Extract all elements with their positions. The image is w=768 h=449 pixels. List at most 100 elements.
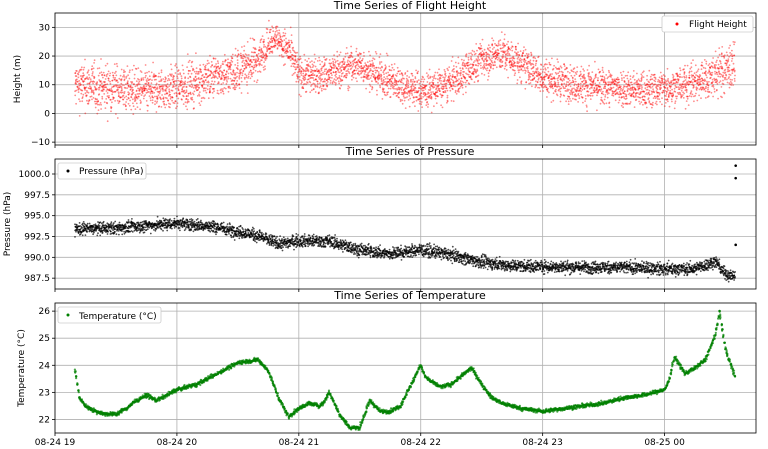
data-point bbox=[204, 68, 207, 71]
data-point bbox=[520, 68, 523, 71]
data-point bbox=[627, 81, 630, 83]
data-point bbox=[95, 98, 97, 101]
data-point bbox=[92, 67, 95, 70]
data-point bbox=[657, 95, 660, 98]
data-point bbox=[212, 83, 215, 85]
data-point bbox=[279, 36, 282, 38]
data-point bbox=[411, 94, 414, 96]
data-point bbox=[187, 98, 189, 101]
data-point bbox=[661, 91, 664, 94]
data-point bbox=[448, 66, 451, 68]
data-point bbox=[536, 67, 539, 69]
data-point bbox=[216, 71, 219, 74]
data-point bbox=[143, 95, 146, 97]
data-point bbox=[142, 97, 145, 100]
data-point bbox=[198, 70, 201, 73]
data-point bbox=[292, 46, 295, 49]
data-point bbox=[81, 97, 84, 100]
data-point bbox=[569, 85, 572, 88]
data-point bbox=[437, 78, 439, 81]
data-point bbox=[496, 54, 499, 57]
data-point bbox=[729, 74, 732, 76]
data-point bbox=[665, 80, 668, 83]
data-point bbox=[92, 91, 94, 93]
data-point bbox=[620, 87, 623, 90]
data-point bbox=[193, 107, 195, 110]
data-point bbox=[368, 50, 370, 53]
data-point bbox=[300, 74, 303, 76]
data-point bbox=[450, 78, 453, 81]
data-point bbox=[658, 98, 661, 100]
data-point bbox=[386, 93, 389, 96]
data-point bbox=[80, 83, 82, 86]
data-point bbox=[668, 105, 671, 108]
data-point bbox=[213, 74, 215, 77]
data-point bbox=[410, 81, 412, 83]
data-point bbox=[319, 85, 322, 88]
data-point bbox=[189, 92, 192, 95]
data-point bbox=[429, 75, 432, 78]
data-point bbox=[403, 91, 406, 93]
data-point bbox=[142, 78, 145, 81]
data-point bbox=[172, 78, 175, 80]
data-point bbox=[674, 78, 677, 81]
data-point bbox=[129, 89, 132, 91]
data-point bbox=[253, 51, 256, 54]
data-point bbox=[551, 73, 553, 75]
data-point bbox=[352, 76, 355, 79]
data-point bbox=[195, 87, 197, 90]
y-tick-label: −10 bbox=[31, 138, 50, 148]
data-point bbox=[148, 84, 150, 87]
data-point bbox=[118, 221, 121, 224]
data-point bbox=[521, 58, 523, 61]
data-point bbox=[708, 80, 710, 83]
data-point bbox=[278, 54, 281, 57]
data-point bbox=[81, 96, 84, 98]
data-point bbox=[729, 52, 731, 54]
data-point bbox=[543, 71, 546, 74]
data-point bbox=[391, 66, 394, 69]
data-point bbox=[202, 74, 204, 76]
data-point bbox=[638, 100, 640, 103]
data-point bbox=[705, 74, 708, 77]
data-point bbox=[556, 68, 558, 70]
data-point bbox=[177, 70, 179, 72]
data-point bbox=[103, 81, 106, 84]
data-point bbox=[535, 71, 538, 74]
data-point bbox=[111, 101, 113, 104]
data-point bbox=[684, 64, 686, 67]
data-point bbox=[231, 83, 233, 85]
data-point bbox=[684, 107, 687, 110]
data-point bbox=[599, 86, 602, 88]
data-point bbox=[656, 103, 658, 106]
data-point bbox=[342, 58, 345, 61]
data-point bbox=[112, 96, 115, 99]
data-point bbox=[123, 91, 126, 93]
data-point bbox=[277, 40, 280, 43]
data-point bbox=[442, 87, 445, 90]
data-point bbox=[321, 60, 323, 63]
data-point bbox=[651, 78, 654, 81]
data-point bbox=[387, 91, 389, 94]
data-point bbox=[80, 66, 83, 69]
data-point bbox=[394, 84, 397, 86]
data-point bbox=[192, 67, 194, 70]
data-point bbox=[113, 231, 116, 234]
data-point bbox=[496, 58, 499, 61]
data-point bbox=[146, 77, 149, 80]
data-point bbox=[453, 80, 455, 83]
data-point bbox=[115, 79, 118, 82]
data-point bbox=[338, 75, 341, 77]
data-point bbox=[410, 87, 413, 90]
data-point bbox=[232, 70, 234, 73]
data-point bbox=[96, 112, 99, 115]
data-point bbox=[248, 71, 251, 74]
data-point bbox=[393, 85, 395, 88]
data-point bbox=[561, 80, 564, 82]
data-point bbox=[375, 66, 377, 69]
data-point bbox=[98, 67, 101, 69]
data-point bbox=[407, 82, 410, 84]
data-point bbox=[120, 82, 123, 85]
data-point bbox=[214, 70, 217, 73]
data-point bbox=[235, 82, 238, 85]
